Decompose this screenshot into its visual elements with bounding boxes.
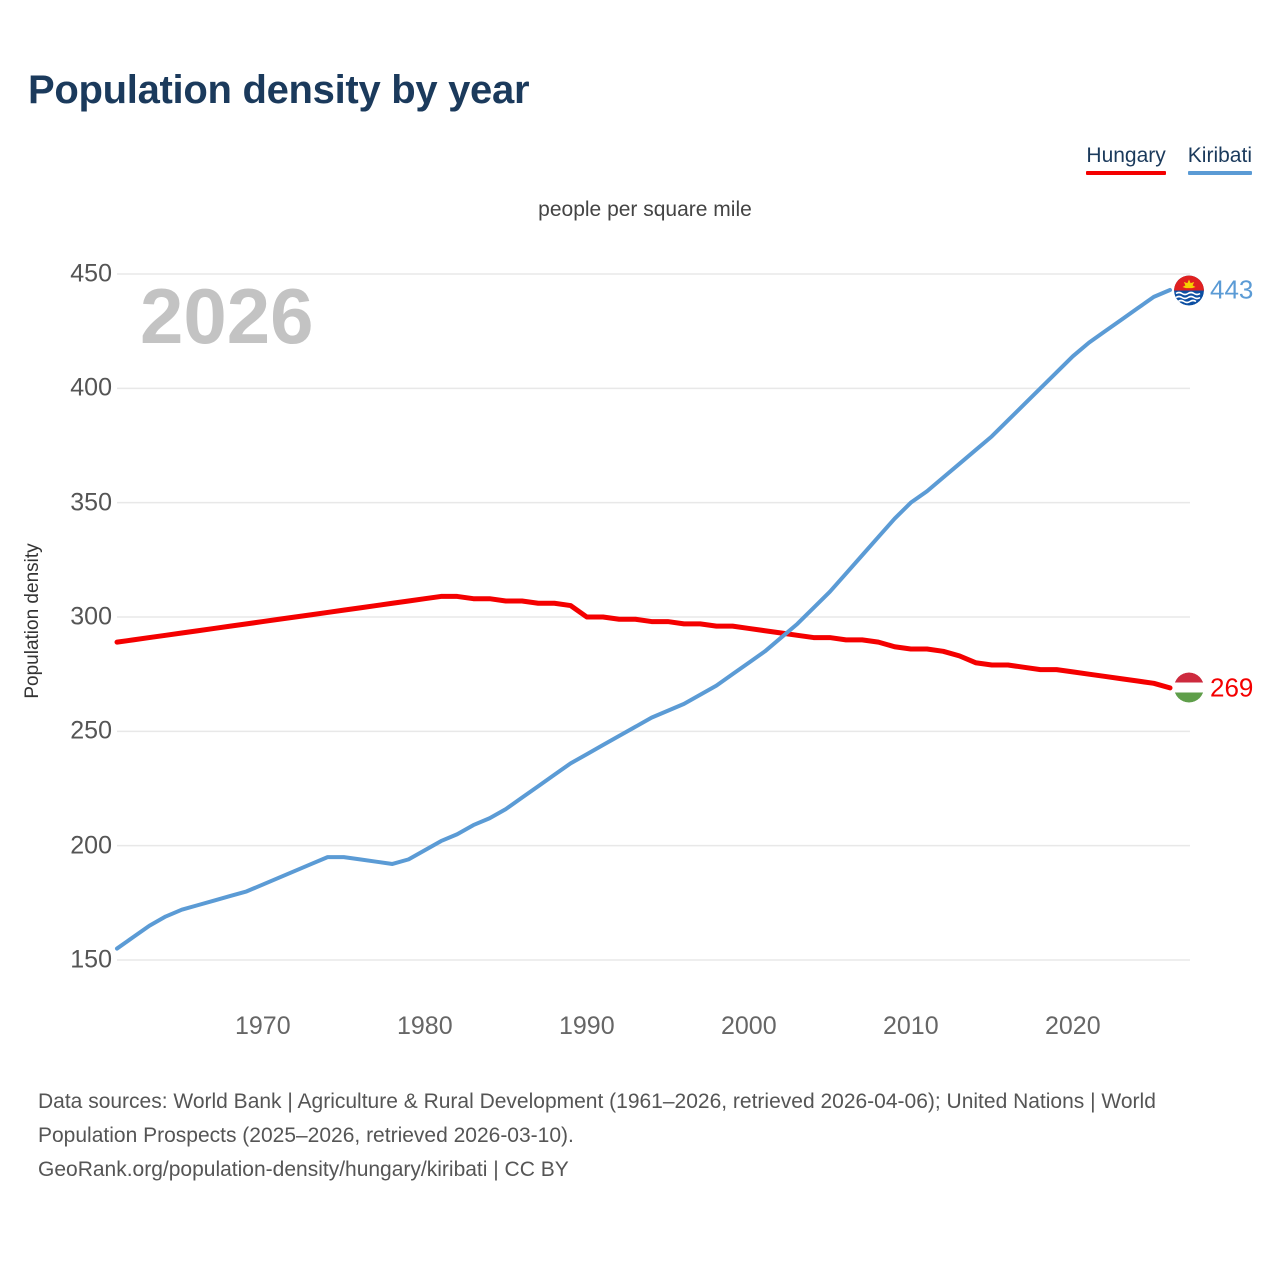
y-axis-title: Population density bbox=[22, 543, 43, 699]
page-title: Population density by year bbox=[28, 68, 530, 112]
gridlines bbox=[117, 273, 1190, 961]
y-tick-150: 150 bbox=[70, 945, 112, 974]
x-tick-1990: 1990 bbox=[558, 1012, 615, 1040]
units-subtitle: people per square mile bbox=[538, 198, 752, 221]
plot-area: 150 200 250 300 350 400 450 1970 1980 1990 2000 20… bbox=[22, 0, 1253, 1060]
x-tick-2000: 2000 bbox=[720, 1012, 777, 1040]
endpoint-hungary: 269 bbox=[1174, 672, 1253, 703]
x-tick-1970: 1970 bbox=[234, 1012, 291, 1040]
series-line-hungary bbox=[114, 593, 1173, 691]
footer-data-sources: Data sources: World Bank | Agriculture &… bbox=[38, 1090, 1156, 1148]
y-tick-400: 400 bbox=[70, 373, 112, 402]
legend-label-kiribati: Kiribati bbox=[1187, 144, 1252, 167]
legend-label-hungary: Hungary bbox=[1086, 144, 1166, 167]
footer-attribution[interactable]: GeoRank.org/population-density/hungary/k… bbox=[38, 1158, 569, 1182]
series-lines bbox=[114, 288, 1173, 951]
series-line-kiribati bbox=[115, 288, 1172, 951]
legend-item-hungary[interactable]: Hungary bbox=[1086, 144, 1166, 175]
legend-color-swatch-kiribati bbox=[1187, 170, 1252, 175]
y-tick-300: 300 bbox=[70, 602, 112, 631]
endpoint-value-hungary: 269 bbox=[1210, 672, 1254, 703]
y-tick-200: 200 bbox=[70, 831, 112, 860]
x-tick-2010: 2010 bbox=[882, 1012, 939, 1040]
year-watermark: 2026 bbox=[140, 272, 314, 360]
endpoint-value-kiribati: 443 bbox=[1210, 274, 1254, 305]
chart-svg bbox=[114, 273, 1190, 961]
y-axis-ticks: 150 200 250 300 350 400 450 bbox=[40, 0, 112, 1060]
kiribati-flag-icon bbox=[1174, 275, 1204, 305]
legend-color-swatch-hungary bbox=[1086, 170, 1166, 175]
y-tick-250: 250 bbox=[70, 716, 112, 745]
x-tick-2020: 2020 bbox=[1044, 1012, 1101, 1040]
legend-item-kiribati[interactable]: Kiribati bbox=[1187, 144, 1252, 175]
endpoint-kiribati: 443 bbox=[1174, 275, 1253, 306]
hungary-flag-icon bbox=[1174, 672, 1204, 703]
footer: Data sources: World Bank | Agriculture &… bbox=[38, 1085, 1253, 1187]
y-tick-350: 350 bbox=[70, 488, 112, 517]
legend: Hungary Kiribati bbox=[1086, 144, 1252, 175]
x-tick-1980: 1980 bbox=[396, 1012, 453, 1040]
y-tick-450: 450 bbox=[70, 259, 112, 288]
